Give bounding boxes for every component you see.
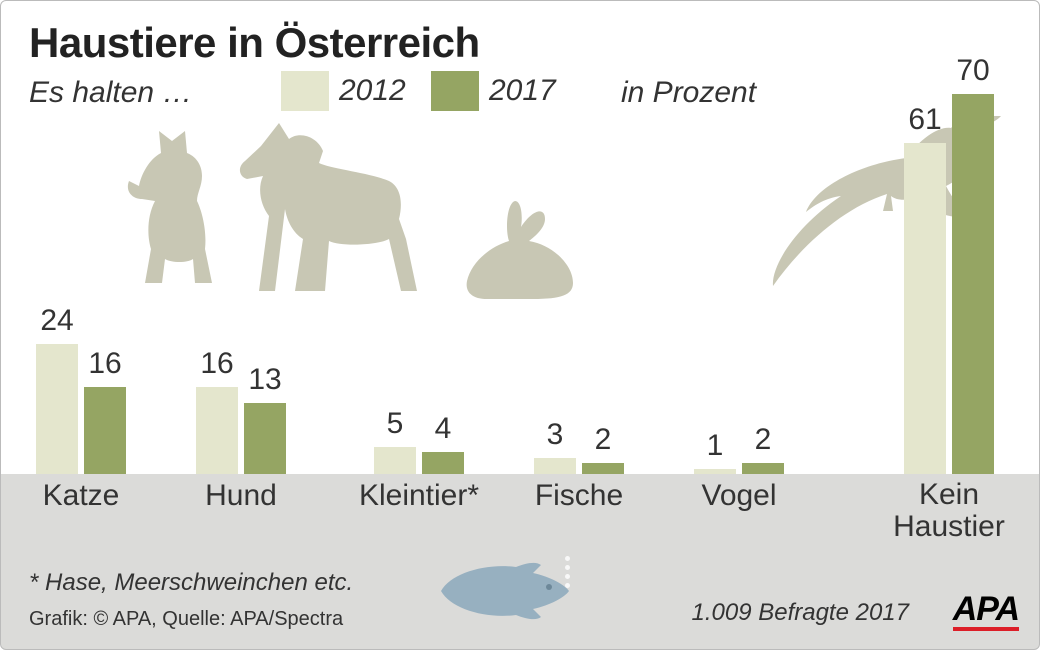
- bar-kein-2017: 70: [952, 94, 994, 474]
- bar-value-hund-2012: 16: [200, 347, 233, 381]
- footnote: * Hase, Meerschweinchen etc.: [29, 569, 353, 597]
- bar-value-kein-2012: 61: [908, 103, 941, 137]
- chart-title: Haustiere in Österreich: [29, 19, 480, 67]
- bar-vogel-2012: 1: [694, 469, 736, 474]
- category-label-kleintier: Kleintier*: [359, 479, 479, 513]
- bar-group-katze: 2416: [36, 344, 126, 474]
- bar-group-kein: 6170: [904, 94, 994, 474]
- bar-value-fische-2017: 2: [595, 423, 612, 457]
- bar-value-vogel-2012: 1: [707, 429, 724, 463]
- bar-value-kein-2017: 70: [956, 54, 989, 88]
- bar-value-katze-2012: 24: [40, 304, 73, 338]
- bar-value-fische-2012: 3: [547, 418, 564, 452]
- category-label-vogel: Vogel: [701, 479, 776, 513]
- apa-logo: APA: [953, 590, 1019, 631]
- bar-group-hund: 1613: [196, 387, 286, 474]
- fish-silhouette-icon: [441, 561, 571, 621]
- credit-line: Grafik: © APA, Quelle: APA/Spectra: [29, 608, 343, 631]
- bar-kleintier-2017: 4: [422, 452, 464, 474]
- bar-group-kleintier: 54: [374, 447, 464, 474]
- bar-group-fische: 32: [534, 458, 624, 474]
- bar-value-katze-2017: 16: [88, 347, 121, 381]
- bar-chart: 241616135432126170: [1, 76, 1039, 474]
- category-label-hund: Hund: [205, 479, 277, 513]
- category-label-katze: Katze: [43, 479, 120, 513]
- bar-fische-2017: 2: [582, 463, 624, 474]
- category-label-kein: KeinHaustier: [893, 479, 1005, 542]
- bar-value-kleintier-2012: 5: [387, 407, 404, 441]
- fish-bubbles-icon: [565, 556, 570, 588]
- bar-katze-2012: 24: [36, 344, 78, 474]
- apa-logo-text: APA: [953, 590, 1019, 628]
- infographic-container: Haustiere in Österreich Es halten … 2012…: [0, 0, 1040, 650]
- bar-hund-2012: 16: [196, 387, 238, 474]
- category-label-fische: Fische: [535, 479, 623, 513]
- bar-value-kleintier-2017: 4: [435, 412, 452, 446]
- bar-value-vogel-2017: 2: [755, 423, 772, 457]
- bar-hund-2017: 13: [244, 403, 286, 474]
- sample-note: 1.009 Befragte 2017: [691, 599, 909, 627]
- bar-fische-2012: 3: [534, 458, 576, 474]
- bar-vogel-2017: 2: [742, 463, 784, 474]
- bar-value-hund-2017: 13: [248, 363, 281, 397]
- bar-kleintier-2012: 5: [374, 447, 416, 474]
- bar-kein-2012: 61: [904, 143, 946, 474]
- bar-group-vogel: 12: [694, 463, 784, 474]
- bar-katze-2017: 16: [84, 387, 126, 474]
